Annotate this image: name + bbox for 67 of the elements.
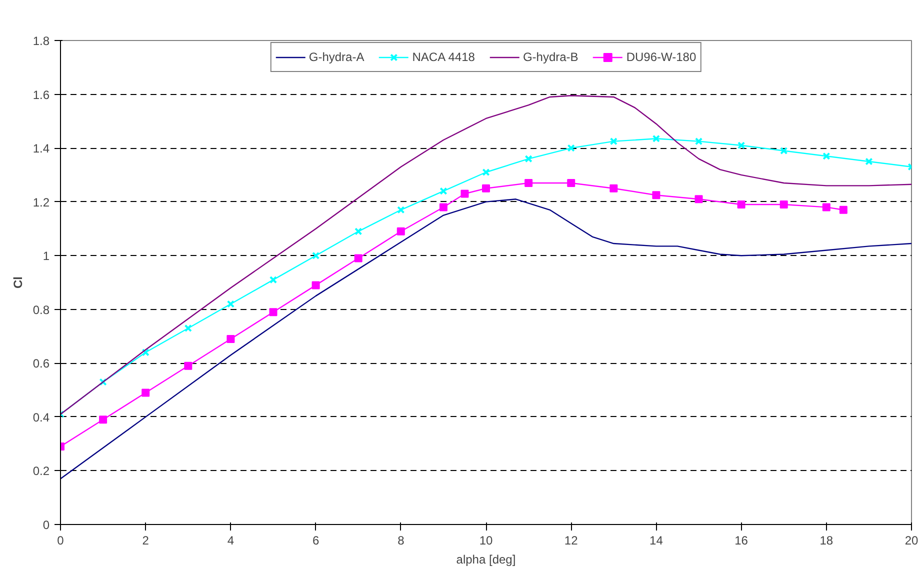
y-tick-label: 1.8: [32, 34, 50, 48]
point: [354, 254, 362, 262]
point: [396, 227, 405, 236]
x-tick-label: 6: [312, 534, 320, 548]
point: [269, 276, 278, 284]
x-tick-label: 2: [142, 534, 150, 548]
y-tick-label: 0.4: [32, 410, 50, 424]
x-tick-label: 14: [650, 534, 664, 548]
x-tick-label: 12: [564, 534, 578, 548]
x-tick-label: 8: [398, 534, 405, 548]
x-tick-label: 10: [479, 534, 493, 548]
point: [567, 179, 576, 188]
point: [482, 184, 490, 192]
point: [460, 190, 469, 198]
point: [226, 300, 235, 308]
y-tick-label: 0.2: [32, 464, 50, 478]
x-tick-label: 4: [227, 534, 234, 548]
point: [780, 200, 788, 209]
y-tick-label: 1: [42, 249, 50, 264]
x-tick-label: 16: [734, 534, 748, 548]
legend-label: DU96-W-180: [626, 50, 696, 64]
point: [610, 184, 618, 192]
point: [610, 138, 618, 146]
x-axis-title: alpha [deg]: [456, 552, 516, 566]
x-tick-label: 18: [820, 534, 834, 548]
point: [652, 191, 660, 200]
point: [440, 187, 448, 195]
y-tick-label: 1.6: [32, 88, 50, 102]
point: [737, 142, 746, 150]
point: [226, 334, 235, 343]
legend-label: G-hydra-A: [308, 50, 364, 64]
point: [865, 158, 873, 166]
point: [184, 362, 192, 370]
line-series: [60, 198, 912, 480]
point: [184, 324, 192, 332]
point: [822, 203, 830, 212]
y-tick-label: 0.6: [32, 356, 50, 371]
point: [439, 203, 448, 212]
point: [822, 152, 830, 160]
y-tick-label: 1.4: [32, 142, 50, 156]
point: [99, 378, 107, 386]
point: [567, 144, 575, 152]
point: [269, 308, 278, 316]
point: [524, 154, 532, 163]
point: [780, 146, 788, 155]
point: [354, 228, 362, 236]
point: [397, 206, 405, 214]
point: [142, 348, 150, 356]
legend-label: G-hydra-B: [522, 50, 578, 64]
point: [652, 134, 660, 142]
y-tick-label: 0: [42, 518, 50, 532]
legend-label: NACA 4418: [412, 50, 475, 64]
point: [524, 179, 533, 188]
y-tick-label: 1.2: [32, 195, 50, 210]
point: [312, 281, 320, 290]
y-axis-title: Cl: [10, 276, 25, 288]
point: [694, 195, 703, 204]
point: [142, 388, 150, 397]
point: [99, 416, 108, 424]
x-tick-label: 0: [57, 534, 64, 548]
point: [312, 252, 320, 260]
point: [482, 168, 490, 176]
point: [694, 138, 703, 146]
point: [737, 200, 746, 209]
y-tick-label: 0.8: [32, 302, 50, 317]
point: [839, 206, 848, 214]
x-tick-label: 20: [904, 534, 918, 548]
